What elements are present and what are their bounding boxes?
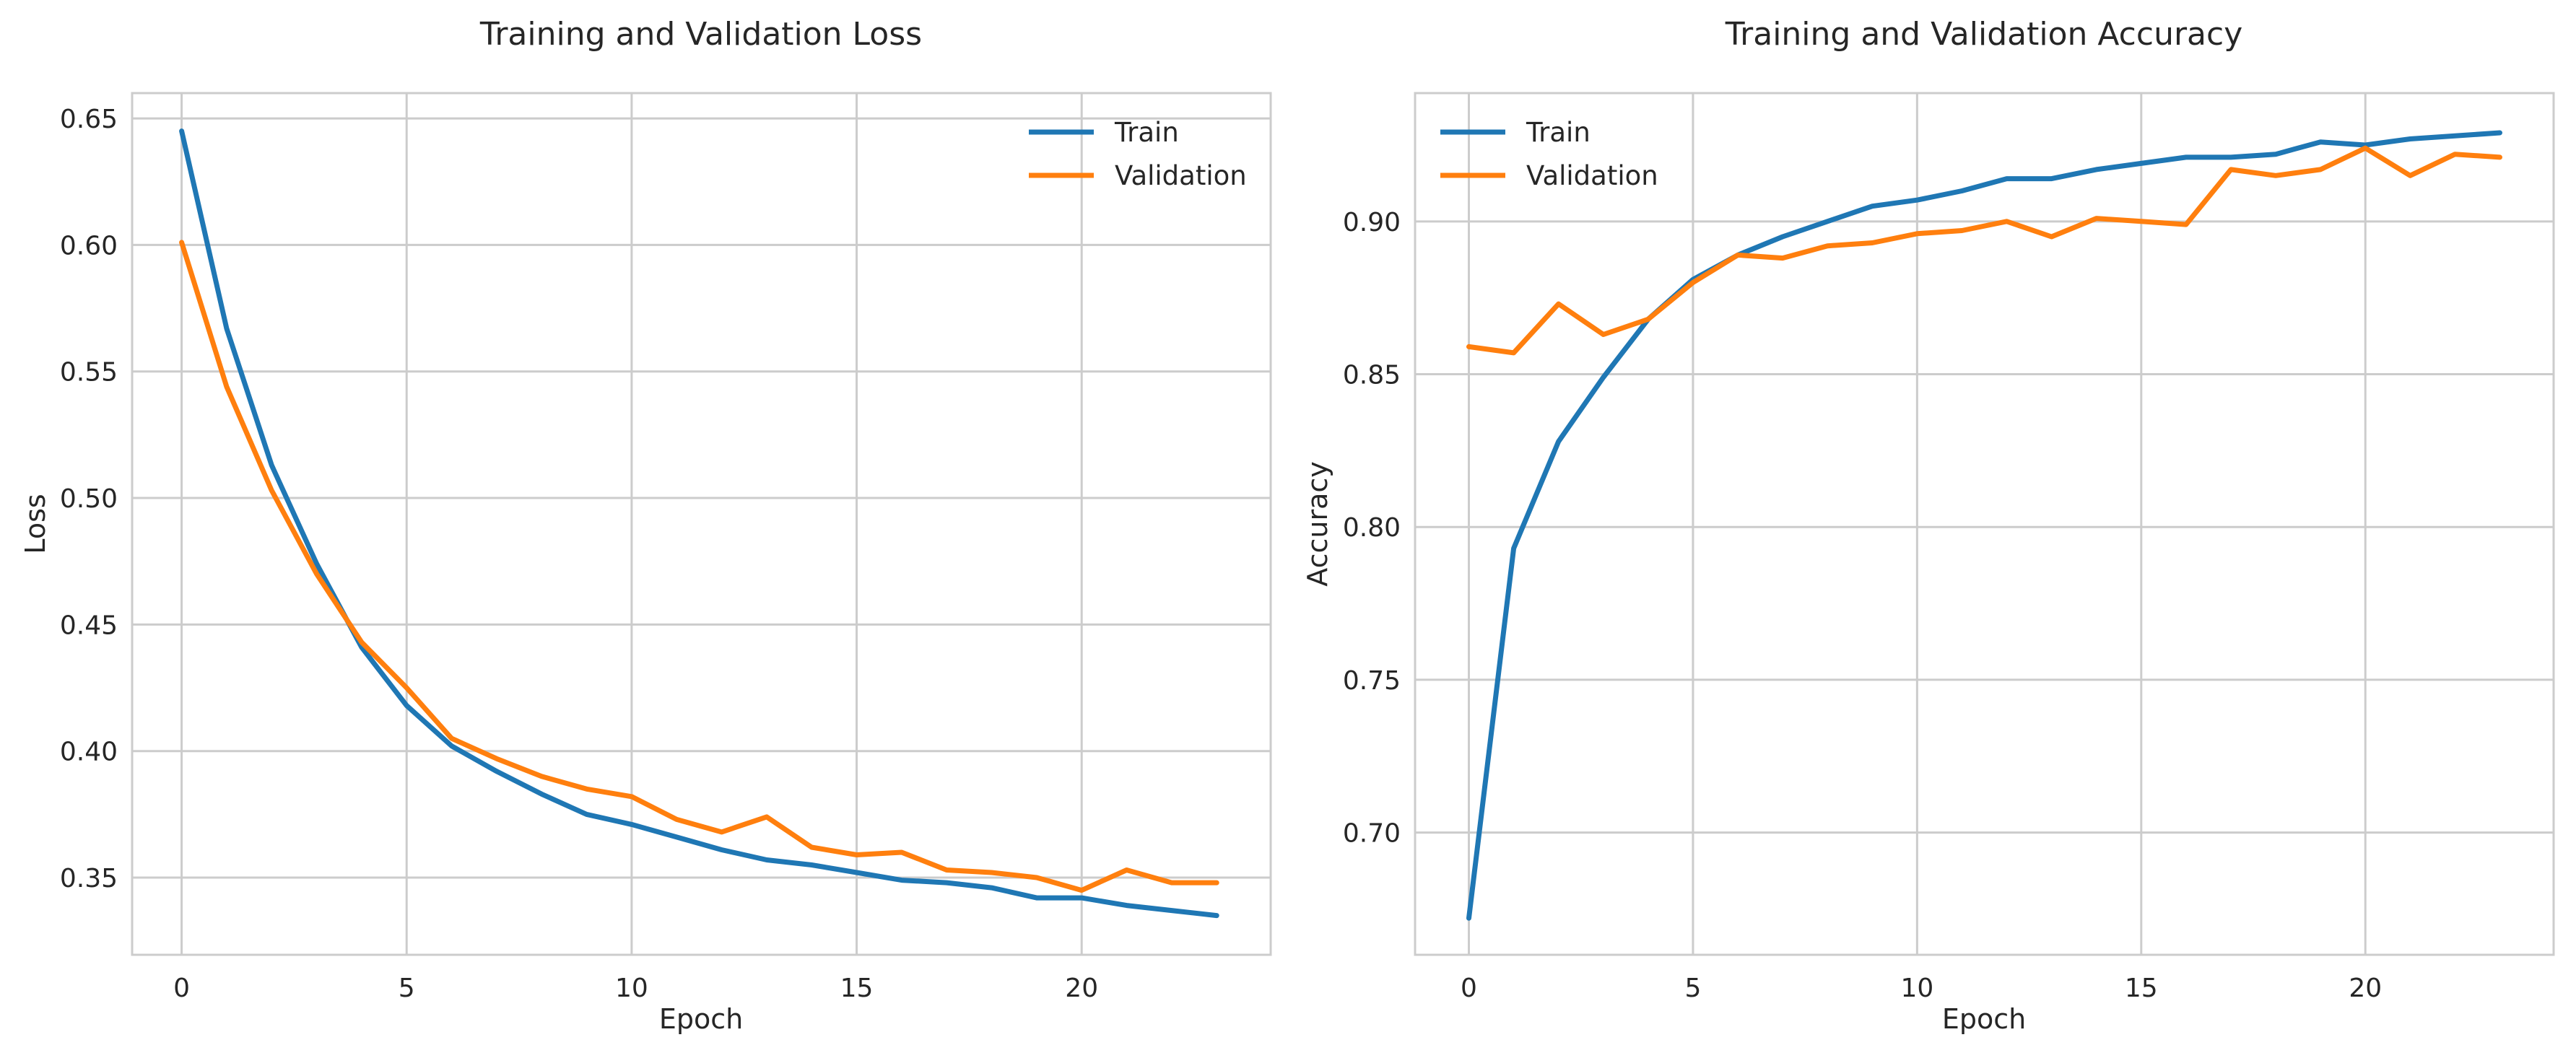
accuracy-x-tick-label: 0 — [1461, 974, 1477, 1003]
accuracy-chart: 0 5 10 15 20 0.70 0.75 0.80 0.85 0.90 Training an… — [1302, 16, 2555, 1035]
loss-legend-label-validation: Validation — [1115, 160, 1247, 191]
loss-y-tick-label: 0.60 — [60, 231, 118, 261]
accuracy-grid — [1415, 93, 2554, 955]
loss-y-tick-label: 0.65 — [60, 105, 118, 134]
loss-y-tick-label: 0.50 — [60, 484, 118, 514]
loss-ticks: 0 5 10 15 20 0.35 0.40 0.45 0.50 0.55 0.60 0.65 — [60, 105, 1098, 1003]
accuracy-x-tick-label: 15 — [2125, 974, 2158, 1003]
accuracy-x-axis-label: Epoch — [1942, 1003, 2026, 1035]
loss-chart-title: Training and Validation Loss — [479, 16, 922, 53]
loss-x-tick-label: 10 — [615, 974, 648, 1003]
accuracy-series — [1466, 130, 2502, 921]
loss-legend-label-train: Train — [1114, 117, 1179, 148]
loss-x-tick-label: 0 — [173, 974, 190, 1003]
loss-y-tick-label: 0.45 — [60, 611, 118, 640]
loss-y-tick-label: 0.35 — [60, 864, 118, 893]
loss-x-tick-label: 15 — [840, 974, 874, 1003]
accuracy-legend-label-train: Train — [1526, 117, 1591, 148]
loss-plot-frame — [131, 92, 1272, 956]
loss-chart: 0 5 10 15 20 0.35 0.40 0.45 0.50 0.55 0.60 0.65 Tra… — [19, 16, 1272, 1035]
loss-x-tick-label: 5 — [399, 974, 415, 1003]
loss-grid — [132, 93, 1271, 955]
accuracy-y-tick-label: 0.85 — [1343, 361, 1401, 390]
loss-y-tick-label: 0.55 — [60, 358, 118, 388]
loss-series-line-validation — [179, 240, 1219, 893]
accuracy-x-tick-label: 5 — [1684, 974, 1701, 1003]
accuracy-plot-frame — [1414, 92, 2555, 956]
accuracy-legend: Train Validation — [1440, 117, 1658, 191]
accuracy-y-axis-label: Accuracy — [1302, 461, 1333, 587]
loss-x-tick-label: 20 — [1065, 974, 1098, 1003]
loss-x-axis-label: Epoch — [659, 1003, 743, 1035]
accuracy-series-line-validation — [1466, 145, 2502, 356]
accuracy-y-tick-label: 0.90 — [1343, 208, 1401, 237]
accuracy-x-tick-label: 10 — [1900, 974, 1933, 1003]
accuracy-ticks: 0 5 10 15 20 0.70 0.75 0.80 0.85 0.90 — [1343, 208, 2382, 1003]
accuracy-chart-title: Training and Validation Accuracy — [1725, 16, 2243, 53]
loss-y-tick-label: 0.40 — [60, 738, 118, 767]
accuracy-y-tick-label: 0.80 — [1343, 513, 1401, 543]
loss-series — [179, 128, 1219, 919]
accuracy-series-line-train — [1466, 130, 2502, 921]
accuracy-y-tick-label: 0.70 — [1343, 819, 1401, 849]
loss-legend: Train Validation — [1029, 117, 1247, 191]
accuracy-y-tick-label: 0.75 — [1343, 666, 1401, 696]
accuracy-x-tick-label: 20 — [2349, 974, 2382, 1003]
loss-y-axis-label: Loss — [19, 494, 51, 554]
accuracy-legend-label-validation: Validation — [1526, 160, 1658, 191]
